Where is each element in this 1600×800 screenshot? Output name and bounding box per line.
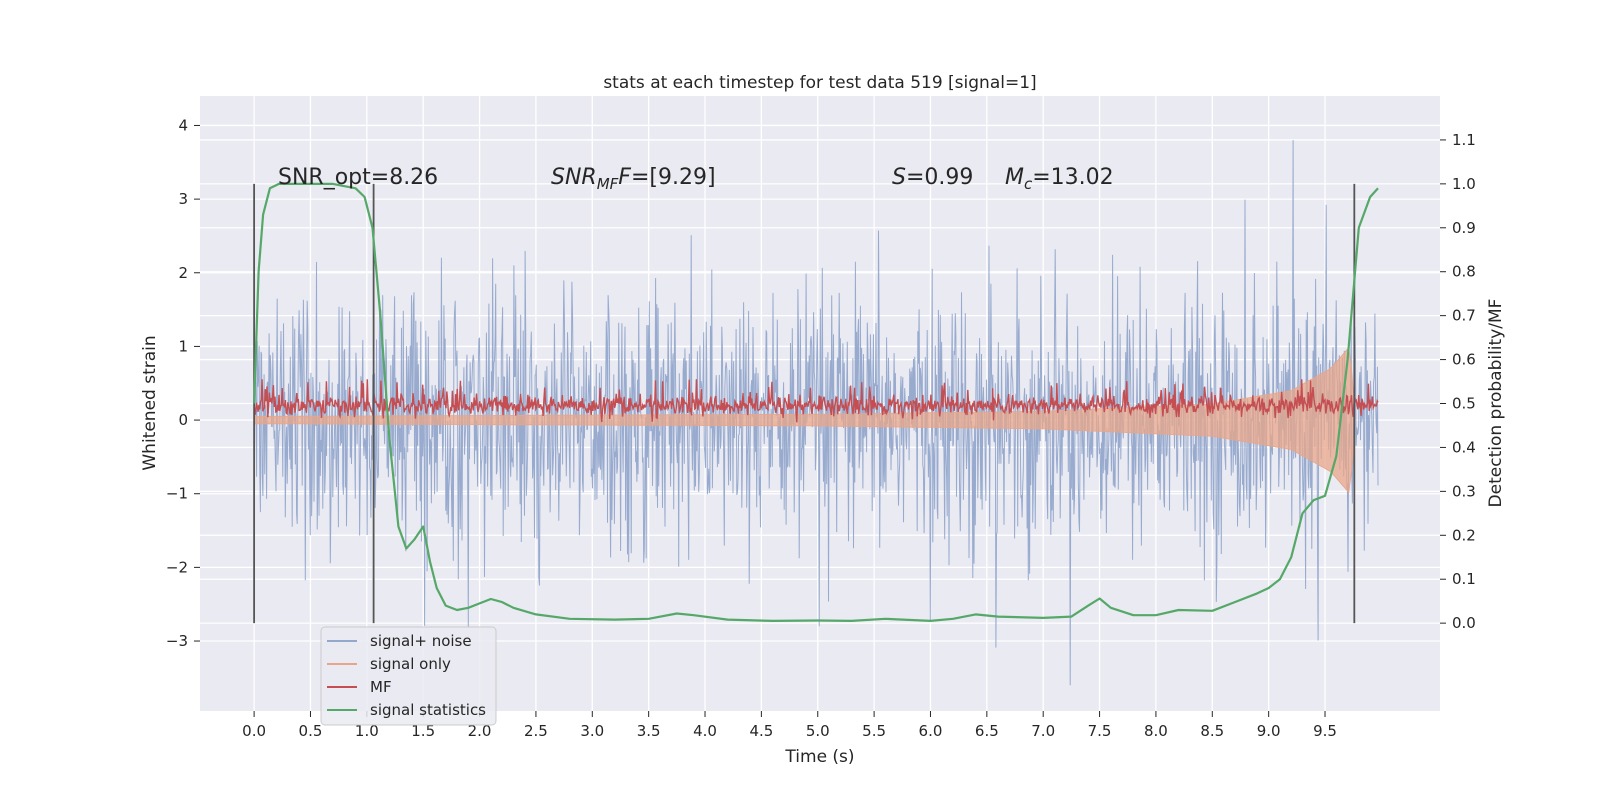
x-tick-label-12: 6.0	[919, 722, 943, 740]
annotation-snr-mf: SNRMFF=[9.29]	[551, 165, 716, 193]
annotation-mc: Mc=13.02	[1005, 165, 1114, 193]
signal-statistics-line	[253, 182, 1379, 622]
x-tick-label-11: 5.5	[862, 722, 886, 740]
x-tick-label-14: 7.0	[1031, 722, 1055, 740]
chart-title: stats at each timestep for test data 519…	[603, 73, 1036, 93]
y2-tick-label-4: 0.4	[1452, 438, 1476, 456]
legend-box	[320, 626, 497, 726]
annotation-s: S=0.99	[892, 165, 973, 190]
y2-tick-label-10: 1.0	[1452, 175, 1476, 193]
mf-line	[253, 379, 1379, 423]
y2-tick-label-7: 0.7	[1452, 307, 1476, 325]
y2-tick-label-2: 0.2	[1452, 526, 1476, 544]
y2-tick-label-3: 0.3	[1452, 482, 1476, 500]
legend-label-mf: MF	[370, 678, 392, 696]
x-tick-label-3: 1.5	[411, 722, 435, 740]
y-tick-label-4: 1	[178, 337, 188, 355]
x-tick-label-16: 8.0	[1144, 722, 1168, 740]
x-axis: 0.0 0.5 1.0 1.5 2.0 2.5 3.0 3.5 4.0 4.5 5.0 5.5 6.0 6…	[242, 711, 1337, 740]
y2-tick-label-9: 0.9	[1452, 219, 1476, 237]
y-tick-label-2: −1	[166, 485, 188, 503]
x-axis-label: Time (s)	[784, 747, 854, 767]
x-tick-label-8: 4.0	[693, 722, 717, 740]
y2-tick-label-5: 0.5	[1452, 395, 1476, 413]
y-tick-label-1: −2	[166, 558, 188, 576]
x-tick-label-19: 9.5	[1313, 722, 1337, 740]
y2-tick-label-6: 0.6	[1452, 351, 1476, 369]
series-mf	[253, 379, 1379, 423]
y2-tick-label-8: 0.8	[1452, 263, 1476, 281]
legend: signal+ noise signal only MF signal stat…	[320, 626, 497, 726]
y-tick-label-7: 4	[178, 116, 188, 134]
y2-tick-label-0: 0.0	[1452, 614, 1476, 632]
legend-label-signal-statistics: signal statistics	[370, 701, 486, 719]
legend-label-signal-noise: signal+ noise	[370, 632, 472, 650]
y-tick-label-3: 0	[178, 411, 188, 429]
x-tick-label-18: 9.0	[1257, 722, 1281, 740]
x-tick-label-7: 3.5	[637, 722, 661, 740]
x-tick-label-9: 4.5	[749, 722, 773, 740]
y-tick-label-5: 2	[178, 264, 188, 282]
legend-label-signal-only: signal only	[370, 655, 451, 673]
y2-tick-label-1: 0.1	[1452, 570, 1476, 588]
x-tick-label-5: 2.5	[524, 722, 548, 740]
y-axis-label: Whitened strain	[140, 335, 160, 470]
y-tick-label-0: −3	[166, 632, 188, 650]
x-tick-label-4: 2.0	[468, 722, 492, 740]
x-tick-label-15: 7.5	[1088, 722, 1112, 740]
x-tick-label-13: 6.5	[975, 722, 999, 740]
y-axis-right: 0.0 0.1 0.2 0.3 0.4 0.5 0.6 0.7 0.8 0.9 1.0 1.1	[1440, 131, 1476, 632]
y2-axis-label: Detection probability/MF	[1486, 299, 1506, 508]
series-signal-statistics	[253, 182, 1379, 622]
y-tick-label-6: 3	[178, 190, 188, 208]
x-tick-label-0: 0.0	[242, 722, 266, 740]
annotation-snr-opt: SNR_opt=8.26	[278, 165, 438, 190]
x-tick-label-17: 8.5	[1200, 722, 1224, 740]
x-tick-label-6: 3.0	[580, 722, 604, 740]
y-axis-left: −3 −2 −1 0 1 2 3 4	[166, 116, 200, 650]
x-tick-label-1: 0.5	[299, 722, 323, 740]
y2-tick-label-11: 1.1	[1452, 131, 1476, 149]
x-tick-label-10: 5.0	[806, 722, 830, 740]
x-tick-label-2: 1.0	[355, 722, 379, 740]
